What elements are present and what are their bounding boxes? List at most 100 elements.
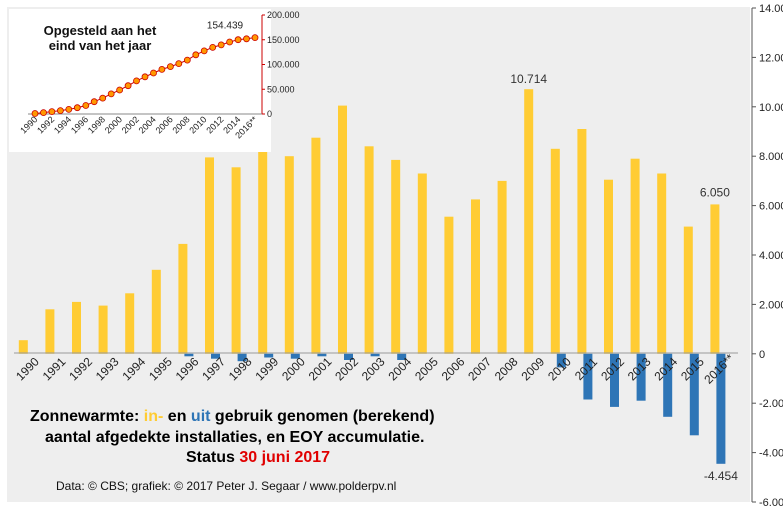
title-text-part: Zonnewarmte: (30, 408, 144, 425)
inset-point-2011 (209, 44, 217, 51)
bar-in-1996 (178, 243, 188, 354)
bar-in-2002 (338, 105, 347, 354)
inset-point-1996 (82, 102, 90, 109)
bar-uit-2015 (689, 353, 699, 436)
inset-series-points (31, 34, 259, 117)
bar-in-1993 (98, 305, 108, 354)
inset-chart: Opgesteld aan het eind van het jaar 0 50.… (9, 9, 300, 152)
bar-in-1999 (258, 141, 268, 354)
bar-uit-1998 (237, 353, 247, 362)
title-text-part: gebruik genomen (berekend) (215, 408, 435, 425)
title-text-part: Status (186, 449, 239, 466)
inset-y-tick-label: 100.000 (267, 60, 300, 70)
bar-in-1990 (18, 340, 28, 354)
bar-uit-1999 (264, 353, 274, 358)
inset-point-2012 (217, 41, 225, 49)
inset-point-1999 (107, 90, 115, 98)
inset-point-1994 (65, 106, 73, 113)
bar-uit-2014 (663, 353, 673, 417)
bar-in-1995 (151, 269, 161, 354)
source-credit: Data: © CBS; grafiek: © 2017 Peter J. Se… (56, 479, 396, 493)
inset-point-2015 (243, 35, 250, 43)
title-text-part: en (168, 408, 191, 425)
chart-title-line-2: aantal afgedekte installaties, en EOY ac… (45, 429, 424, 446)
bar-in-2010 (550, 148, 560, 354)
bar-in-2009 (524, 89, 534, 354)
bar-uit-1997 (211, 353, 220, 359)
inset-point-1991 (40, 109, 47, 116)
title-in-word: in- (144, 408, 164, 425)
bar-in-2011 (577, 129, 587, 354)
y-tick-label: 4.000 (759, 250, 783, 262)
bar-in-2007 (471, 199, 480, 354)
bar-in-1998 (231, 167, 241, 354)
bar-in-2006 (444, 216, 454, 354)
inset-title-line-1: Opgesteld aan het (44, 23, 157, 38)
bar-in-2004 (391, 159, 401, 354)
inset-background (9, 9, 271, 152)
inset-point-1992 (48, 108, 56, 115)
bar-in-2012 (604, 179, 613, 354)
inset-point-2006 (166, 63, 174, 70)
inset-title-line-2: eind van het jaar (49, 38, 152, 53)
bar-uit-2010 (556, 353, 566, 368)
y-tick-label: 0 (759, 349, 765, 361)
chart-title-line-1: Zonnewarmte: in- en uit gebruik genomen … (30, 408, 435, 425)
bar-uit-2011 (583, 353, 593, 400)
series-in-bars (18, 89, 720, 354)
bar-in-1997 (205, 157, 214, 354)
bar-uit-1996 (184, 353, 194, 357)
bar-uit-2004 (397, 353, 407, 360)
bar-uit-2013 (636, 353, 646, 401)
bar-in-2015 (683, 226, 693, 354)
inset-y-axis-ticks: 0 50.000 100.000 150.000 200.000 (262, 10, 300, 119)
bar-in-2014 (657, 173, 667, 354)
bar-in-2013 (630, 158, 640, 354)
inset-point-2007 (175, 60, 183, 67)
title-uit-word: uit (191, 408, 211, 425)
y-tick-label: -2.000 (759, 398, 783, 410)
y-tick-label: 10.000 (759, 102, 783, 114)
y-tick-label: 8.000 (759, 151, 783, 163)
title-status-date: 30 juni 2017 (239, 449, 330, 466)
inset-point-2004 (150, 69, 157, 77)
bar-in-2005 (417, 173, 427, 354)
inset-point-2010 (200, 47, 208, 55)
inset-y-tick-label: 200.000 (267, 10, 300, 20)
y-tick-label: 14.000 (759, 3, 783, 15)
bar-uit-2016 (716, 353, 726, 464)
inset-point-2009 (192, 51, 200, 59)
inset-point-2016 (251, 34, 259, 41)
inset-point-1998 (99, 94, 107, 102)
inset-data-label-2016: 154.439 (207, 21, 244, 32)
title-text-part: aantal afgedekte installaties, en EOY ac… (45, 429, 424, 446)
data-label-2016-in: 6.050 (700, 185, 730, 199)
inset-point-2000 (116, 86, 123, 94)
y-tick-label: 2.000 (759, 299, 783, 311)
inset-point-2013 (226, 38, 234, 46)
y-tick-label: -6.000 (759, 497, 783, 509)
bar-in-1992 (72, 301, 81, 354)
chart-title-line-3: Status 30 juni 2017 (186, 449, 330, 466)
bar-uit-2012 (610, 353, 619, 407)
bar-in-2001 (311, 137, 321, 354)
y-axis-ticks: -6.000 -4.000 -2.000 0 2.000 4.000 6.000 8.000 1… (752, 3, 783, 509)
bar-uit-2000 (290, 353, 300, 359)
bar-in-2003 (364, 146, 374, 354)
bar-in-2000 (284, 156, 294, 354)
series-out-bars (184, 353, 726, 464)
data-label-2016-out: -4.454 (704, 469, 738, 483)
inset-point-1993 (57, 107, 64, 114)
bar-uit-2003 (370, 353, 380, 357)
data-label-2009: 10.714 (510, 72, 547, 86)
inset-point-2001 (124, 82, 132, 90)
inset-point-1995 (73, 104, 81, 112)
inset-point-2002 (133, 77, 140, 85)
bar-in-2008 (497, 180, 507, 354)
y-tick-label: -4.000 (759, 448, 783, 460)
inset-point-2003 (141, 73, 149, 81)
bar-in-2016 (710, 204, 720, 354)
inset-point-1990 (31, 110, 39, 117)
